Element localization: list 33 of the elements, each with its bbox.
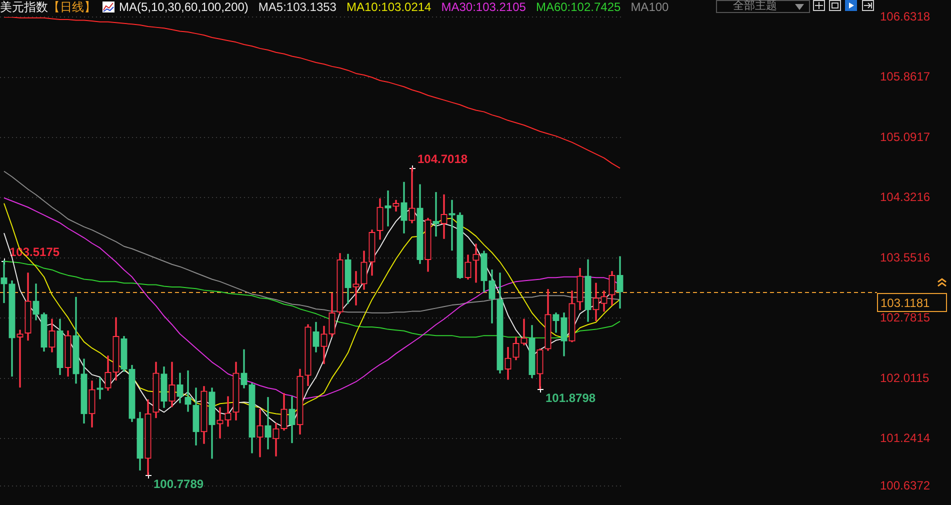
text: MA5:103.1353 <box>258 0 336 14</box>
candlestick <box>0 260 8 304</box>
text: 101.8798 <box>546 390 596 405</box>
candlestick <box>432 192 440 237</box>
text: MA10:103.0214 <box>346 0 432 14</box>
candlestick <box>440 194 448 239</box>
y-tick-label: 102.7815 <box>880 310 930 325</box>
candlestick <box>184 370 192 412</box>
ref-line-label: 103.1181 <box>880 296 930 310</box>
text: MA30:103.2105 <box>441 0 526 14</box>
candlestick <box>384 190 392 226</box>
chart-subtitle: 【日线】 <box>48 0 96 14</box>
y-tick-label: 100.6372 <box>880 478 930 492</box>
candlestick <box>264 397 272 450</box>
candlestick <box>352 271 360 306</box>
text: 全部主题 <box>733 0 777 12</box>
text: 100.7789 <box>154 476 204 491</box>
y-tick-label: 105.8617 <box>880 70 930 84</box>
y-tick-label: 101.2414 <box>880 431 930 446</box>
legend-title: MA(5,10,30,60,100,200) <box>119 0 248 14</box>
y-tick-label: 102.0115 <box>880 370 930 385</box>
candlestick <box>216 407 224 438</box>
y-tick-label: 103.5516 <box>880 250 930 264</box>
y-tick-label: 104.3216 <box>880 190 930 204</box>
candlestick <box>520 318 528 346</box>
y-tick-label: 106.6318 <box>880 9 930 24</box>
chart-title: 美元指数 <box>0 0 48 14</box>
y-tick-label: 105.0917 <box>880 130 930 144</box>
candlestick <box>472 244 480 283</box>
text: MA100 <box>630 0 669 14</box>
text: MA60:102.7425 <box>536 0 621 14</box>
candlestick <box>16 330 24 388</box>
text: 104.7018 <box>418 152 468 166</box>
